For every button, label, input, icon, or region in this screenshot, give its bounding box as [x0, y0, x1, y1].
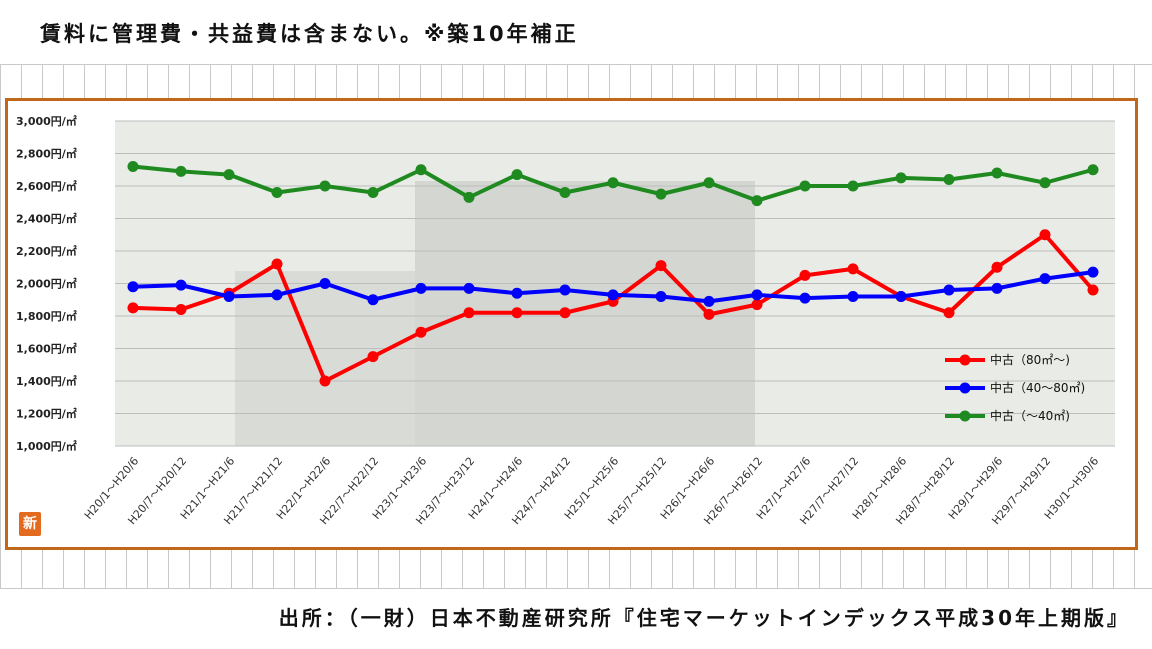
data-point [271, 258, 283, 270]
data-point [511, 169, 523, 181]
y-tick-label: 2,400円/㎡ [16, 212, 77, 226]
data-point [1039, 177, 1051, 189]
data-point [463, 307, 475, 319]
data-point [799, 269, 811, 281]
data-point [991, 167, 1003, 179]
data-point [1039, 273, 1051, 285]
data-point [751, 289, 763, 301]
data-point [175, 165, 187, 177]
data-point [895, 291, 907, 302]
data-point [415, 164, 427, 176]
data-point [991, 261, 1003, 273]
legend-swatch-marker [959, 410, 971, 422]
data-point [943, 174, 955, 185]
data-point [1087, 164, 1099, 176]
y-tick-label: 1,400円/㎡ [16, 374, 77, 388]
data-point [127, 302, 139, 314]
data-point [511, 307, 523, 319]
data-point [799, 292, 811, 304]
y-tick-label: 3,000円/㎡ [16, 114, 77, 128]
data-point [895, 172, 907, 184]
footer-band [0, 588, 1152, 649]
data-point [607, 177, 619, 189]
y-tick-label: 2,800円/㎡ [16, 147, 77, 161]
data-point [463, 282, 475, 294]
data-point [367, 351, 379, 363]
data-point [655, 291, 667, 302]
source-citation: 出所：（一財）日本不動産研究所『住宅マーケットインデックス平成30年上期版』 [278, 606, 1130, 630]
legend-label: 中古（～40㎡) [990, 408, 1070, 423]
data-point [271, 187, 283, 198]
data-point [751, 195, 763, 207]
data-point [1087, 266, 1099, 278]
data-point [271, 289, 283, 301]
data-point [127, 161, 139, 172]
grid-row-line [0, 64, 1152, 65]
y-tick-label: 2,200円/㎡ [16, 244, 77, 258]
data-point [943, 284, 955, 296]
line-chart: 1,000円/㎡ 1,200円/㎡ 1,400円/㎡ 1,600円/㎡ 1,800円/㎡… [16, 114, 1115, 527]
legend-swatch-marker [959, 354, 971, 366]
legend-swatch-marker [959, 382, 971, 394]
data-point [319, 180, 331, 192]
data-point [847, 180, 859, 192]
y-tick-label: 1,000円/㎡ [16, 439, 77, 453]
data-point [463, 191, 475, 203]
data-point [703, 177, 715, 189]
y-tick-label: 1,800円/㎡ [16, 309, 77, 323]
data-point [799, 180, 811, 192]
data-point [655, 260, 667, 272]
data-point [367, 187, 379, 198]
data-point [703, 295, 715, 307]
y-tick-label: 1,600円/㎡ [16, 342, 77, 356]
data-point [175, 279, 187, 291]
chart-frame: 1,000円/㎡ 1,200円/㎡ 1,400円/㎡ 1,600円/㎡ 1,800円/㎡… [5, 98, 1138, 550]
data-point [175, 304, 187, 315]
rent-note: 賃料に管理費・共益費は含まない。※築10年補正 [40, 22, 579, 46]
data-point [319, 278, 331, 289]
y-tick-label: 2,600円/㎡ [16, 179, 77, 193]
y-tick-label: 2,000円/㎡ [16, 277, 77, 291]
data-point [223, 291, 235, 302]
data-point [655, 188, 667, 200]
data-point [703, 308, 715, 320]
data-point [607, 289, 619, 301]
data-point [415, 282, 427, 294]
data-point [847, 291, 859, 302]
legend-label: 中古（80㎡～) [990, 352, 1070, 367]
y-tick-label: 1,200円/㎡ [16, 407, 77, 421]
data-point [511, 287, 523, 299]
data-point [559, 187, 571, 198]
data-point [559, 307, 571, 319]
data-point [1039, 229, 1051, 241]
data-point [223, 169, 235, 181]
data-point [943, 307, 955, 319]
data-point [1087, 284, 1099, 296]
new-badge: 新 [19, 512, 41, 536]
data-point [127, 281, 139, 293]
data-point [559, 284, 571, 296]
legend-label: 中古（40～80㎡) [990, 380, 1085, 395]
data-point [991, 282, 1003, 294]
header-band [0, 0, 1152, 65]
data-point [367, 294, 379, 306]
data-point [415, 326, 427, 338]
data-point [319, 375, 331, 387]
data-point [847, 263, 859, 275]
data-point [751, 299, 763, 311]
